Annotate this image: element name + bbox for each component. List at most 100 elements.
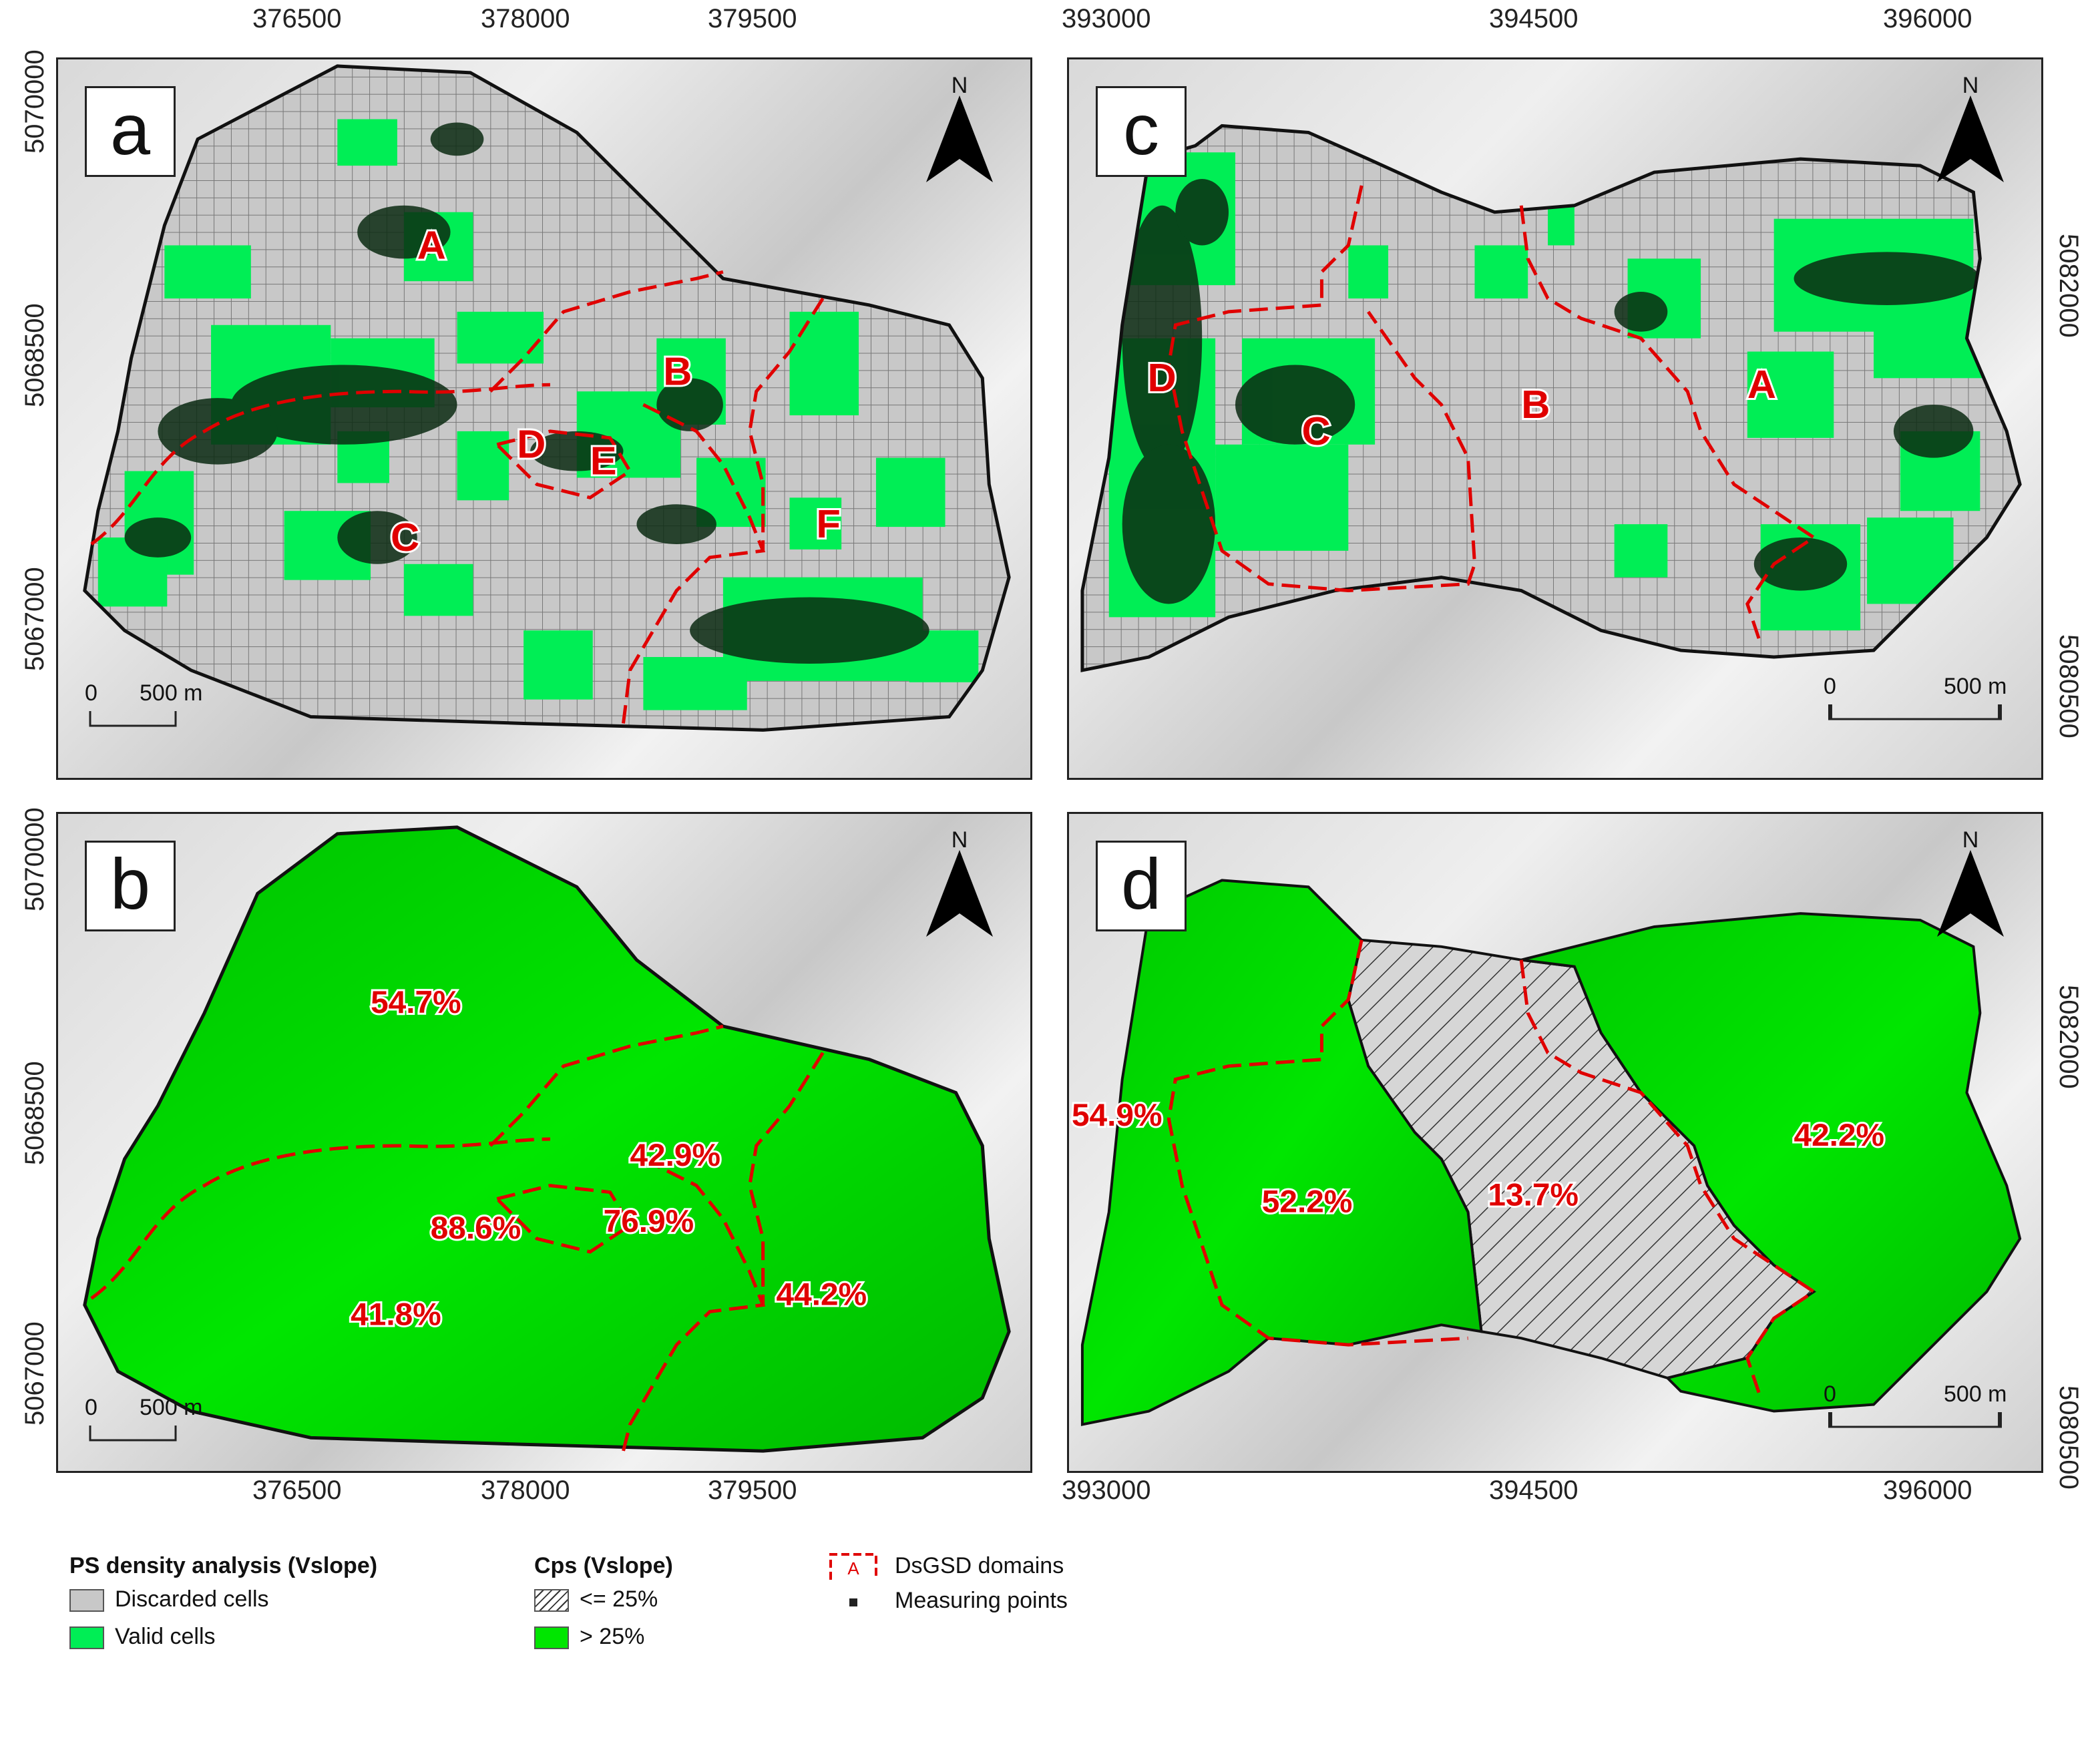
legend-ps-title: PS density analysis (Vslope) (69, 1553, 378, 1578)
percent-label-d-1: 54.9% (1072, 1098, 1163, 1133)
north-arrow-icon (1937, 850, 2004, 937)
legend-valid-label: Valid cells (115, 1624, 216, 1649)
panel-letter-b: b (85, 841, 176, 931)
domain-label-a-B: B (663, 349, 692, 393)
cell-grid-a (84, 65, 1010, 730)
north-arrow-b: N (919, 827, 1000, 941)
y-tick-b-1: 5070000 (20, 807, 49, 911)
scale-zero-a: 0 (85, 680, 97, 706)
y-tick-b-3: 5067000 (20, 1321, 49, 1426)
y-tick-c-2: 5080500 (2054, 634, 2083, 738)
north-arrow-icon (1937, 95, 2004, 182)
scale-bar-icon (89, 711, 177, 727)
scale-distance-a: 500 m (140, 680, 203, 706)
map-a-drawing: A B C D E F (83, 64, 1011, 732)
x-tick-b-1: 376500 (252, 1476, 342, 1505)
scale-zero-b: 0 (85, 1395, 97, 1420)
map-panel-a: A B C D E F a N 0 500 m (56, 57, 1032, 780)
percent-label-b-1: 54.7% (371, 985, 461, 1020)
north-label-c: N (1962, 73, 1979, 98)
x-tick-a-2: 378000 (481, 4, 570, 33)
panel-letter-d: d (1096, 841, 1187, 931)
north-arrow-icon (926, 850, 993, 937)
legend-domains-label: DsGSD domains (895, 1553, 1064, 1578)
x-tick-d-3: 396000 (1883, 1476, 1972, 1505)
swatch-discarded-cells (69, 1589, 104, 1612)
x-tick-c-1: 393000 (1062, 4, 1151, 33)
legend-cps-high-label: > 25% (580, 1624, 645, 1649)
y-tick-a-1: 5070000 (20, 49, 49, 154)
cps-area-right-d (1520, 912, 2022, 1413)
y-tick-d-1: 5082000 (2054, 985, 2083, 1089)
landslide-outline-c (1080, 124, 2022, 672)
map-d-drawing: 54.9% 52.2% 13.7% 42.2% (1070, 879, 2022, 1426)
domain-label-c-D: D (1148, 355, 1177, 400)
x-tick-c-2: 394500 (1489, 4, 1579, 33)
legend-cps-low-label: <= 25% (580, 1586, 658, 1612)
north-arrow-icon (926, 95, 993, 182)
domain-lines-b (90, 1024, 825, 1452)
map-panel-c: A B C D c N 0 500 m (1067, 57, 2043, 780)
panel-letter-a: a (85, 86, 176, 177)
scale-bar-icon (1828, 704, 2003, 720)
x-tick-a-1: 376500 (252, 4, 342, 33)
percent-label-b-2: 42.9% (630, 1138, 720, 1173)
map-panel-d: 54.9% 52.2% 13.7% 42.2% d N 0 500 m (1067, 812, 2043, 1473)
domain-label-c-C: C (1302, 409, 1331, 453)
domain-label-c-B: B (1521, 382, 1550, 427)
scale-bar-a: 0 500 m (85, 680, 203, 727)
panel-letter-c: c (1096, 86, 1187, 177)
domain-icon-letter: A (847, 1558, 859, 1578)
y-tick-a-2: 5068500 (20, 303, 49, 407)
legend-cps-title: Cps (Vslope) (534, 1553, 673, 1578)
x-tick-b-2: 378000 (481, 1476, 570, 1505)
percent-label-b-4: 76.9% (604, 1204, 694, 1239)
scale-zero-d: 0 (1824, 1381, 1836, 1407)
map-c-drawing: A B C D (1080, 124, 2022, 672)
x-tick-d-2: 394500 (1489, 1476, 1579, 1505)
scale-zero-c: 0 (1824, 674, 1836, 699)
y-tick-c-1: 5082000 (2054, 234, 2083, 338)
legend-discarded-label: Discarded cells (115, 1586, 269, 1612)
domain-lines-a (90, 270, 825, 724)
percent-labels-b: 54.7% 42.9% 88.6% 76.9% 41.8% 44.2% (349, 983, 869, 1334)
scale-bar-b: 0 500 m (85, 1395, 203, 1442)
cell-grid-c (1082, 126, 2021, 670)
landslide-outline-a (83, 64, 1011, 732)
north-arrow-d: N (1930, 827, 2011, 941)
x-tick-a-3: 379500 (708, 4, 797, 33)
x-tick-d-1: 393000 (1062, 1476, 1151, 1505)
x-tick-c-3: 396000 (1883, 4, 1972, 33)
map-b-drawing: 54.7% 42.9% 88.6% 76.9% 41.8% 44.2% (83, 825, 1011, 1453)
scale-bar-icon (89, 1426, 177, 1442)
percent-labels-d: 54.9% 52.2% 13.7% 42.2% (1070, 1096, 1886, 1221)
scale-distance-c: 500 m (1944, 674, 2007, 699)
domain-label-a-F: F (816, 501, 841, 546)
north-label-d: N (1962, 827, 1979, 853)
scale-bar-d: 0 500 m (1824, 1381, 2011, 1428)
y-tick-b-2: 5068500 (20, 1061, 49, 1165)
domain-lines-c (1167, 185, 1817, 644)
domain-label-a-D: D (517, 422, 546, 467)
scale-bar-c: 0 500 m (1824, 674, 2011, 720)
percent-label-d-2: 52.2% (1262, 1184, 1353, 1219)
north-arrow-a: N (919, 73, 1000, 186)
percent-label-b-3: 88.6% (431, 1211, 521, 1246)
scale-distance-d: 500 m (1944, 1381, 2007, 1407)
domain-label-a-E: E (590, 439, 617, 483)
north-label-a: N (951, 73, 968, 98)
measuring-point-icon (849, 1598, 857, 1606)
swatch-valid-cells (69, 1626, 104, 1649)
percent-label-d-4: 42.2% (1794, 1118, 1885, 1153)
dsgsd-domain-icon: A (829, 1553, 877, 1580)
scale-bar-icon (1828, 1412, 2003, 1428)
domain-label-c-A: A (1747, 362, 1776, 407)
y-tick-a-3: 5067000 (20, 567, 49, 671)
legend-points-label: Measuring points (895, 1588, 1068, 1613)
domain-labels-c: A B C D (1146, 353, 1778, 455)
north-arrow-c: N (1930, 73, 2011, 186)
x-tick-b-3: 379500 (708, 1476, 797, 1505)
y-tick-d-2: 5080500 (2054, 1385, 2083, 1490)
north-label-b: N (951, 827, 968, 853)
domain-labels-a: A B C D E F (389, 220, 843, 561)
